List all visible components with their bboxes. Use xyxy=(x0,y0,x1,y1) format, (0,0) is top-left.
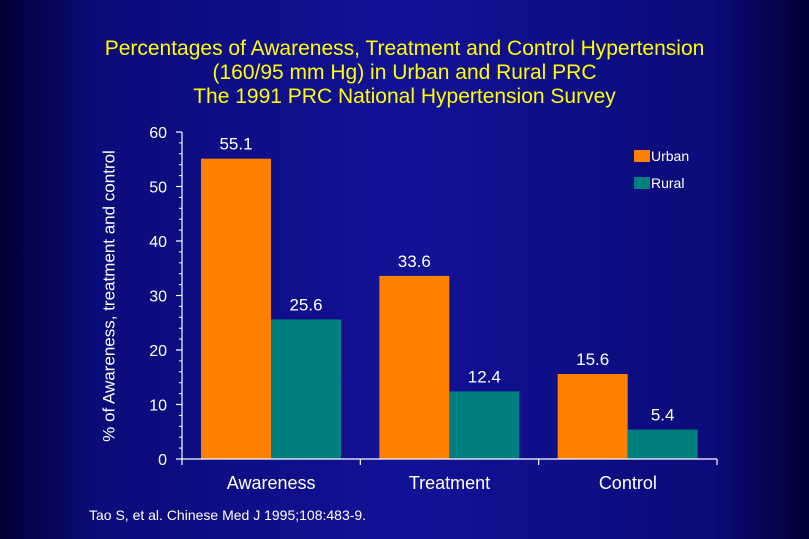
chart-title: Percentages of Awareness, Treatment and … xyxy=(0,37,809,109)
y-tick-label-40: 40 xyxy=(149,234,167,251)
legend-label-urban: Urban xyxy=(651,148,689,164)
y-tick-label-30: 30 xyxy=(149,289,167,306)
category-label-awareness: Awareness xyxy=(227,473,316,493)
y-ticks: 0 10 20 30 40 50 60 xyxy=(149,125,718,469)
data-label-rural-treatment: 12.4 xyxy=(468,367,501,386)
bar-rural-treatment xyxy=(449,391,520,459)
legend-swatch-rural xyxy=(634,177,650,189)
bar-urban-treatment xyxy=(379,275,450,459)
y-tick-label-60: 60 xyxy=(149,125,167,142)
y-tick-label-10: 10 xyxy=(149,398,167,415)
y-axis-label: % of Awareness, treatment and control xyxy=(99,150,118,442)
y-tick-label-0: 0 xyxy=(158,452,167,469)
category-labels: Awareness Treatment Control xyxy=(227,473,657,493)
bar-rural-awareness xyxy=(271,319,341,459)
bar-urban-awareness xyxy=(201,158,271,459)
data-label-urban-treatment: 33.6 xyxy=(398,252,431,271)
category-label-control: Control xyxy=(599,473,657,493)
data-labels: 55.1 25.6 33.6 12.4 15.6 5.4 xyxy=(219,135,674,425)
legend-swatch-urban xyxy=(634,150,650,162)
bars xyxy=(201,158,698,459)
legend-label-rural: Rural xyxy=(651,175,684,191)
data-label-rural-control: 5.4 xyxy=(651,406,675,425)
title-line-1: Percentages of Awareness, Treatment and … xyxy=(104,37,705,60)
bar-urban-control xyxy=(557,373,628,459)
y-tick-label-50: 50 xyxy=(149,180,167,197)
category-label-treatment: Treatment xyxy=(409,473,490,493)
source-citation: Tao S, et al. Chinese Med J 1995;108:483… xyxy=(89,507,367,523)
data-label-rural-awareness: 25.6 xyxy=(289,295,322,314)
legend: Urban Rural xyxy=(634,148,689,191)
data-label-urban-control: 15.6 xyxy=(576,350,609,369)
title-line-3: The 1991 PRC National Hypertension Surve… xyxy=(193,85,616,108)
title-line-2: (160/95 mm Hg) in Urban and Rural PRC xyxy=(212,61,597,84)
y-tick-label-20: 20 xyxy=(149,343,167,360)
data-label-urban-awareness: 55.1 xyxy=(219,135,252,154)
bar-rural-control xyxy=(627,429,698,459)
